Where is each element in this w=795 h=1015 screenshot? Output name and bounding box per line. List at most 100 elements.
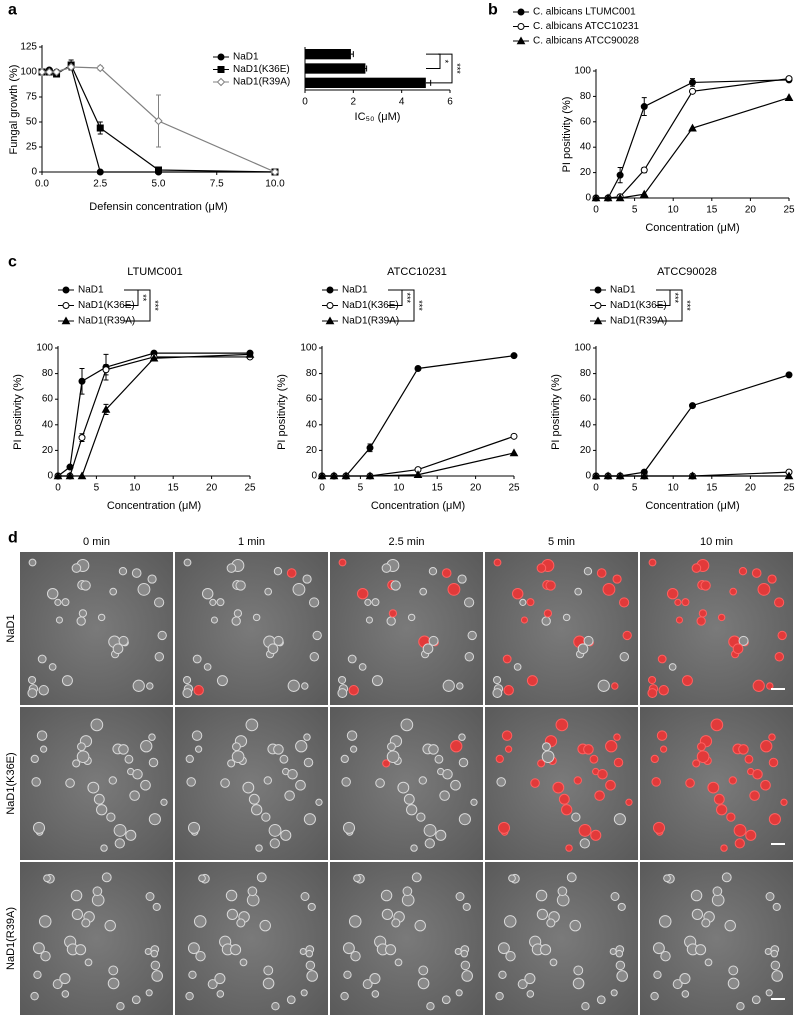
x-tick-label: 0 (593, 205, 599, 216)
cell (691, 563, 702, 573)
cell (542, 742, 551, 752)
cell (340, 991, 349, 1001)
cell (188, 970, 197, 979)
cell (519, 598, 527, 606)
cell (503, 685, 514, 696)
cell (287, 769, 298, 780)
cell (391, 918, 401, 928)
y-tick-label: 0 (31, 167, 37, 178)
cell (681, 598, 690, 607)
cell (768, 733, 776, 741)
column-label: 2.5 min (388, 536, 424, 548)
cell (286, 995, 296, 1005)
cell (578, 823, 592, 837)
cell (32, 821, 46, 834)
cell (555, 718, 569, 732)
cell (612, 574, 622, 584)
series-line (58, 356, 250, 477)
cell (441, 995, 451, 1005)
cell (193, 685, 204, 696)
cell (503, 915, 517, 928)
cell (54, 598, 62, 606)
cell (492, 688, 503, 698)
y-axis-label: PI positivity (%) (550, 374, 562, 450)
cell (419, 587, 428, 596)
cell (353, 874, 361, 883)
cell (650, 754, 659, 764)
x-axis-label: Defensin concentration (μM) (89, 201, 227, 213)
data-point (65, 471, 75, 480)
x-tick-label: 2 (351, 97, 357, 108)
cell (236, 918, 246, 928)
cell (422, 643, 434, 655)
data-point (96, 168, 104, 176)
legend-marker (326, 302, 334, 309)
bar (305, 63, 366, 74)
data-point (603, 471, 613, 480)
cell (30, 754, 39, 764)
cell (752, 769, 763, 780)
cell (387, 742, 396, 752)
cell (269, 838, 280, 849)
cell (583, 635, 594, 646)
chart-title: ATCC90028 (657, 266, 717, 278)
x-axis-label: Concentration (μM) (107, 500, 201, 512)
x-tick-label: 0 (319, 483, 325, 494)
cell (39, 745, 48, 753)
cell (583, 567, 593, 576)
legend-label: NaD1 (233, 52, 259, 63)
microscopy-image (20, 552, 173, 705)
data-point (245, 349, 255, 358)
cell (647, 688, 658, 698)
cell (227, 759, 236, 768)
significance-bracket (388, 289, 403, 306)
cell (382, 759, 391, 768)
x-tick-label: 25 (244, 483, 256, 494)
y-tick-label: 100 (20, 67, 37, 78)
x-tick-label: 5 (632, 205, 638, 216)
y-tick-label: 100 (574, 343, 591, 354)
data-point (785, 75, 793, 83)
cell (726, 812, 736, 822)
cell (561, 804, 573, 816)
legend-marker (217, 53, 225, 61)
data-point (616, 171, 624, 179)
cell (609, 947, 617, 956)
data-point (365, 471, 375, 480)
cell (652, 821, 666, 834)
legend-marker (216, 77, 226, 87)
cell (462, 902, 471, 911)
cell (457, 574, 467, 584)
cell (338, 558, 347, 567)
cell (106, 812, 116, 822)
cell (40, 951, 51, 962)
cell (656, 730, 668, 741)
cell (450, 779, 461, 791)
cell (375, 778, 385, 788)
image-background (175, 552, 328, 705)
cell (562, 613, 571, 622)
cell (28, 558, 37, 567)
y-tick-label: 0 (47, 471, 53, 482)
cell (501, 730, 513, 741)
y-tick-label: 80 (580, 91, 592, 102)
cell (235, 580, 246, 591)
cell (87, 781, 100, 794)
error-bar (365, 65, 368, 72)
legend-label: NaD1 (78, 285, 104, 296)
cell (186, 777, 196, 787)
data-point (270, 167, 280, 177)
cell (38, 685, 49, 696)
legend-marker (217, 66, 225, 73)
data-point (341, 471, 351, 480)
cell (151, 970, 163, 982)
cell (700, 580, 711, 591)
data-point (510, 352, 518, 360)
cell (59, 973, 71, 985)
cell (744, 754, 754, 764)
cell (394, 958, 403, 967)
legend-marker (62, 286, 70, 294)
data-point (52, 67, 61, 77)
cell (707, 781, 720, 794)
cell (37, 654, 47, 664)
